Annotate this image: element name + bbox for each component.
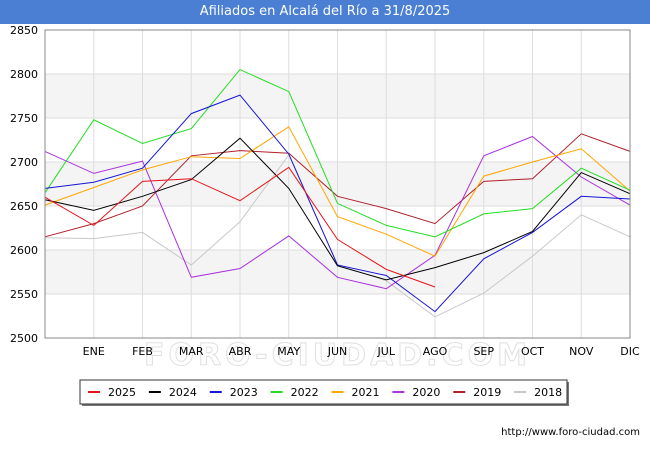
y-tick-label: 2650 bbox=[10, 200, 38, 213]
legend-label-2025: 2025 bbox=[108, 386, 136, 399]
legend-label-2020: 2020 bbox=[412, 386, 440, 399]
y-tick-label: 2750 bbox=[10, 112, 38, 125]
y-tick-label: 2600 bbox=[10, 244, 38, 257]
x-tick-label: ENE bbox=[83, 345, 105, 358]
legend-label-2024: 2024 bbox=[169, 386, 197, 399]
legend-label-2018: 2018 bbox=[534, 386, 562, 399]
x-tick-label: SEP bbox=[473, 345, 494, 358]
x-tick-label: MAR bbox=[179, 345, 204, 358]
x-tick-label: MAY bbox=[277, 345, 300, 358]
series-line-2019 bbox=[44, 133, 631, 238]
x-tick-label: JUN bbox=[327, 345, 348, 358]
series-line-2021 bbox=[44, 126, 631, 257]
series-line-2022 bbox=[44, 68, 631, 238]
x-tick-label: JUL bbox=[377, 345, 396, 358]
title-bar bbox=[0, 0, 650, 24]
x-tick-label: DIC bbox=[620, 345, 640, 358]
legend-label-2021: 2021 bbox=[352, 386, 380, 399]
footer-url[interactable]: http://www.foro-ciudad.com bbox=[501, 427, 640, 438]
y-tick-label: 2850 bbox=[10, 24, 38, 37]
legend-box bbox=[79, 379, 568, 405]
y-tick-label: 2700 bbox=[10, 156, 38, 169]
x-tick-label: AGO bbox=[423, 345, 448, 358]
x-tick-label: ABR bbox=[229, 345, 252, 358]
series-line-2025 bbox=[44, 166, 436, 288]
plot-frame bbox=[44, 29, 631, 339]
x-tick-label: FEB bbox=[132, 345, 153, 358]
watermark-text: FORO-CIUDAD.COM bbox=[144, 338, 531, 373]
series-line-2024 bbox=[44, 137, 631, 281]
series-line-2020 bbox=[44, 135, 631, 290]
y-tick-label: 2550 bbox=[10, 288, 38, 301]
y-tick-label: 2800 bbox=[10, 68, 38, 81]
legend-label-2023: 2023 bbox=[230, 386, 258, 399]
legend-label-2022: 2022 bbox=[291, 386, 319, 399]
y-tick-label: 2500 bbox=[10, 332, 38, 345]
x-tick-label: NOV bbox=[569, 345, 594, 358]
x-tick-label: OCT bbox=[521, 345, 544, 358]
legend-label-2019: 2019 bbox=[473, 386, 501, 399]
chart-title: Afiliados en Alcalá del Río a 31/8/2025 bbox=[199, 4, 451, 19]
